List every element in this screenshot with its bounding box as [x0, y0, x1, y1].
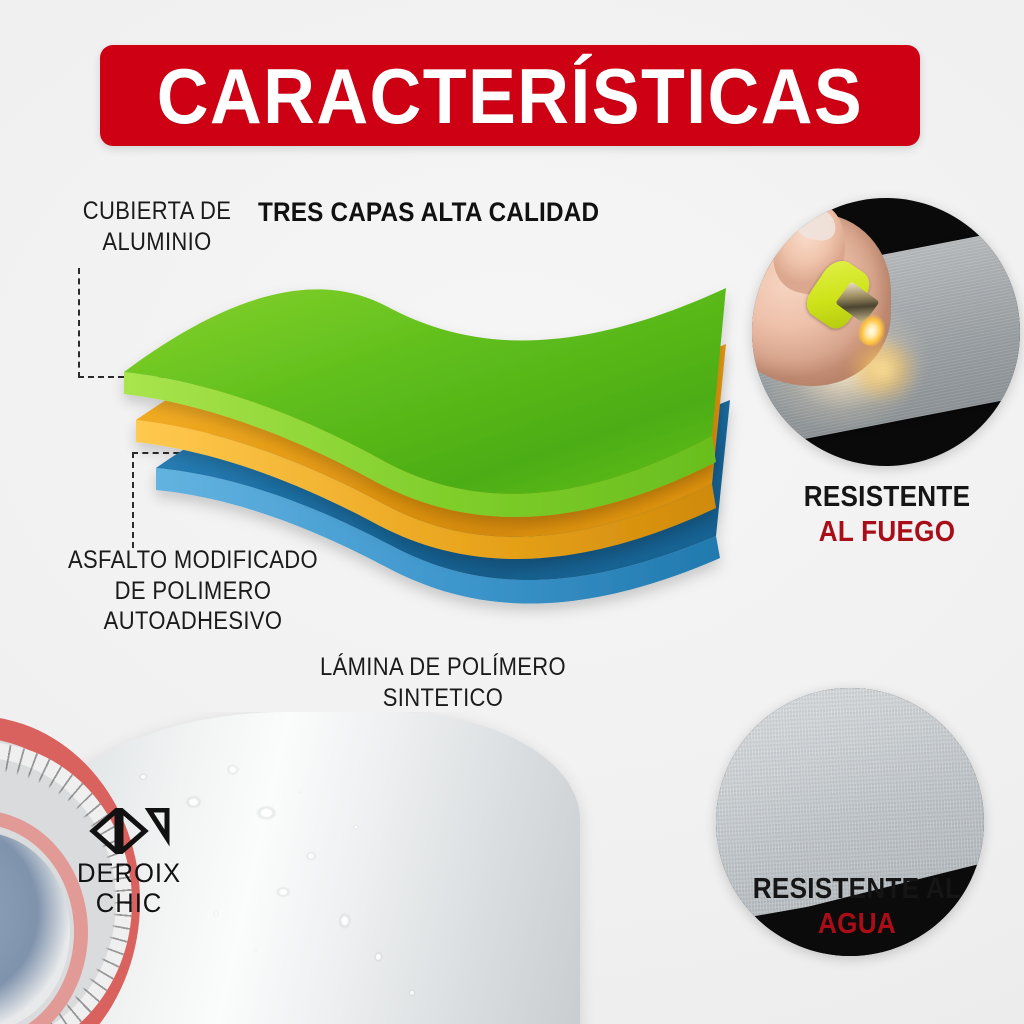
layer-stack-svg [124, 288, 730, 604]
feature-caption-agua: RESISTENTE AL AGUA [709, 872, 1006, 943]
feature-photo-agua [716, 688, 984, 956]
label-asfalto-modificado: ASFALTO MODIFICADO DE POLIMERO AUTOADHES… [67, 546, 319, 635]
diagram-heading: TRES CAPAS ALTA CALIDAD [258, 197, 600, 227]
layer-green [124, 288, 726, 518]
product-roll-photo [0, 712, 660, 1024]
title-banner: CARACTERÍSTICAS [100, 45, 920, 146]
page-title: CARACTERÍSTICAS [156, 51, 864, 140]
feature-photo-fuego [752, 198, 1020, 466]
fire-scene [752, 198, 1020, 466]
three-layer-diagram [120, 240, 760, 630]
feature-caption-agua-line2: AGUA [818, 908, 896, 941]
label-lamina-de-polimero: LÁMINA DE POLÍMERO SINTETICO [320, 653, 566, 712]
feature-caption-agua-line1: RESISTENTE AL [752, 873, 962, 905]
feature-caption-fuego-line2: AL FUEGO [818, 516, 956, 549]
feature-caption-fuego: RESISTENTE AL FUEGO [739, 480, 1024, 551]
label-cubierta-de-aluminio: CUBIERTA DE ALUMINIO [82, 197, 232, 256]
feature-caption-fuego-line1: RESISTENTE [803, 481, 971, 513]
